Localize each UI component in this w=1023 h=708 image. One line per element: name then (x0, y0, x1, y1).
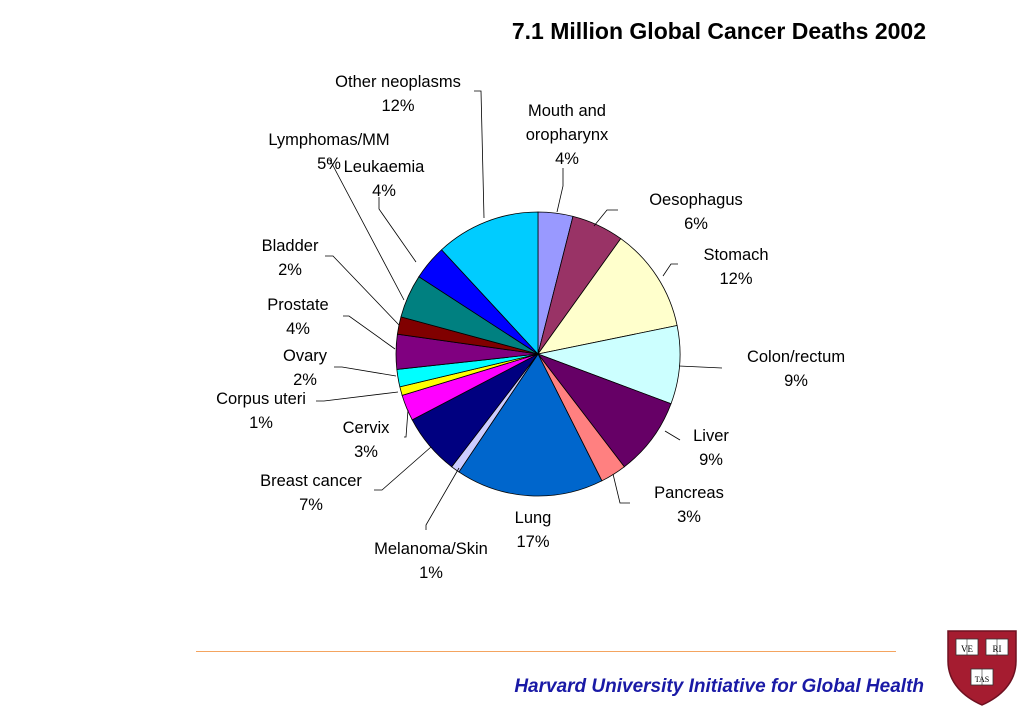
leader-line (678, 365, 723, 369)
slice-label: Liver 9% (693, 427, 729, 469)
pie-slice-lung (458, 353, 603, 497)
slice-label: Breast cancer 7% (260, 472, 362, 514)
leader-line (334, 366, 397, 377)
pie-slice-stomach (537, 238, 678, 355)
leader-line (374, 446, 432, 491)
slice-label: Corpus uteri 1% (216, 390, 306, 432)
pie-slice-liver (536, 353, 672, 468)
pie-slice-other-neoplasms (441, 211, 539, 356)
leader-line (328, 159, 405, 301)
pie-chart: Mouth and oropharynx 4% Oesophagus 6% Stomach… (216, 73, 845, 582)
slice-label: Cervix 3% (343, 419, 391, 461)
leader-line (325, 255, 400, 326)
pie-slice-colon-rectum (536, 325, 681, 405)
leader-line (425, 467, 460, 530)
leader-line (316, 391, 399, 402)
slice-label: Colon/rectum 9% (747, 348, 845, 390)
svg-text:RI: RI (993, 644, 1002, 654)
slice-label: Stomach 12% (703, 246, 768, 288)
slice-label: Pancreas 3% (654, 484, 724, 526)
svg-text:TAS: TAS (975, 675, 989, 684)
book-ve-icon: VE (955, 638, 979, 656)
leader-line (612, 473, 630, 504)
leader-line (593, 209, 618, 227)
slice-label: Melanoma/Skin 1% (374, 540, 488, 582)
leader-line (474, 90, 485, 219)
slice-label: Prostate 4% (267, 296, 328, 338)
slice-label: Leukaemia 4% (344, 158, 426, 200)
book-tas-icon: TAS (970, 668, 994, 686)
slice-labels: Mouth and oropharynx 4% Oesophagus 6% Stomach… (216, 73, 845, 582)
slice-label: Other neoplasms 12% (335, 73, 461, 115)
slice-label: Bladder 2% (262, 237, 319, 279)
leader-line (343, 315, 396, 350)
slice-label: Lung 17% (515, 509, 552, 551)
harvard-shield-logo: VE RI TAS (947, 630, 1017, 706)
leader-line (664, 430, 681, 441)
slice-label: Mouth and oropharynx 4% (526, 102, 609, 168)
leader-line (378, 197, 417, 263)
chart-title: 7.1 Million Global Cancer Deaths 2002 (511, 18, 926, 44)
leader-lines (316, 90, 723, 530)
book-ri-icon: RI (985, 638, 1009, 656)
footer-divider (196, 651, 896, 652)
footer-text: Harvard University Initiative for Global… (514, 676, 924, 697)
svg-text:VE: VE (961, 644, 973, 654)
pie-slices (395, 211, 681, 497)
slice-label: Oesophagus 6% (649, 191, 743, 233)
slice-label: Lymphomas/MM 5% (268, 131, 389, 173)
leader-line (662, 263, 678, 277)
leader-line (404, 409, 409, 438)
slice-label: Ovary 2% (283, 347, 328, 389)
leader-line (556, 168, 564, 213)
